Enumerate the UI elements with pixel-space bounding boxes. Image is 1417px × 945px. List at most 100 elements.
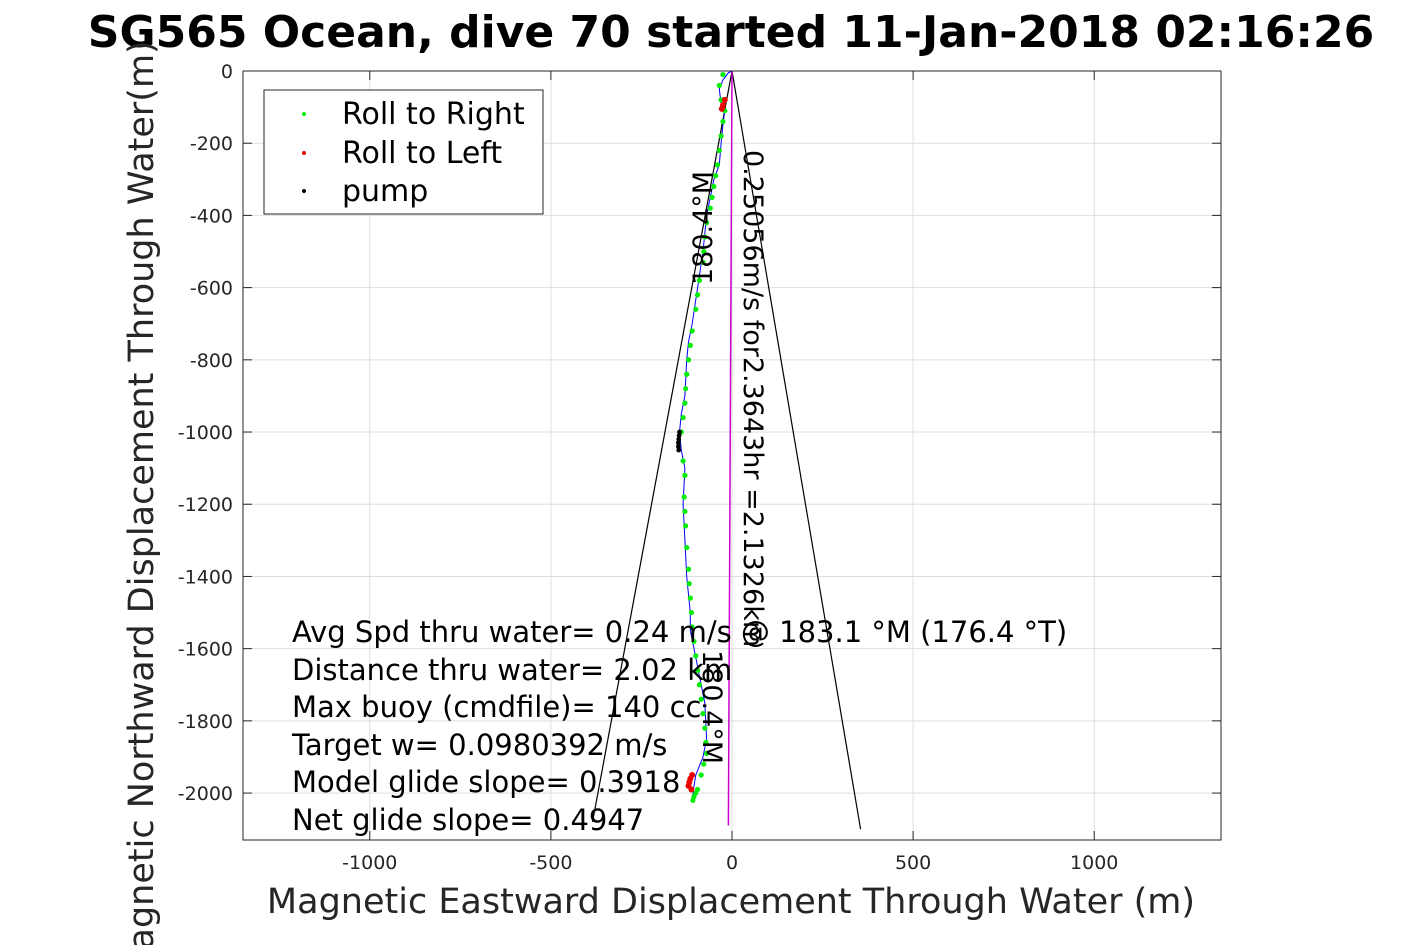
roll-right-point bbox=[690, 797, 696, 803]
roll-left-point bbox=[721, 96, 728, 103]
chart-title: SG565 Ocean, dive 70 started 11-Jan-2018… bbox=[88, 7, 1374, 58]
speed-annotation: 0.25056m/s for2.3643hr =2.1326km bbox=[737, 150, 768, 647]
x-axis-label: Magnetic Eastward Displacement Through W… bbox=[267, 882, 1195, 922]
roll-right-point bbox=[683, 523, 689, 529]
stats-line: Distance thru water= 2.02 km bbox=[292, 653, 732, 687]
legend: Roll to Right Roll to Left pump bbox=[263, 89, 544, 215]
legend-marker-roll-right bbox=[302, 112, 306, 116]
roll-right-point bbox=[687, 595, 693, 601]
roll-right-point bbox=[720, 72, 726, 78]
roll-right-point bbox=[702, 234, 708, 240]
roll-right-point bbox=[684, 371, 690, 377]
stats-line: Target w= 0.0980392 m/s bbox=[291, 728, 667, 762]
stats-line: Net glide slope= 0.4947 bbox=[292, 803, 644, 837]
roll-right-point bbox=[703, 739, 709, 746]
cone-line bbox=[731, 70, 862, 830]
roll-right-point bbox=[698, 772, 704, 778]
x-tick-label: 500 bbox=[895, 852, 931, 874]
roll-right-point bbox=[681, 494, 687, 500]
roll-right-point bbox=[691, 638, 697, 645]
pump-point bbox=[675, 440, 681, 446]
roll-right-point bbox=[700, 259, 706, 265]
tick-labels: -1000 -500 0 500 1000 0 -200 -400 -600 -800 -1000 -… bbox=[178, 61, 1119, 874]
roll-right-point bbox=[714, 162, 721, 168]
y-tick-label: -1000 bbox=[178, 422, 233, 444]
plot-frame bbox=[242, 70, 1222, 841]
roll-right-point bbox=[684, 544, 690, 551]
legend-marker-roll-left bbox=[302, 151, 306, 155]
roll-right-point bbox=[704, 220, 710, 226]
y-tick-label: 0 bbox=[221, 61, 233, 83]
pump-point bbox=[676, 436, 682, 442]
x-tick-label: -1000 bbox=[342, 852, 397, 874]
roll-right-point bbox=[720, 118, 726, 125]
y-tick-label: -1800 bbox=[178, 711, 233, 733]
x-tick-label: -500 bbox=[529, 852, 572, 874]
legend-label-roll-right: Roll to Right bbox=[342, 97, 525, 132]
roll-right-point bbox=[685, 357, 692, 363]
roll-right-point bbox=[707, 205, 713, 211]
stats-block: Avg Spd thru water= 0.24 m/s @ 183.1 °M … bbox=[291, 615, 1067, 837]
roll-right-point bbox=[716, 147, 722, 154]
roll-right-point bbox=[682, 508, 688, 515]
y-tick-label: -800 bbox=[190, 350, 233, 372]
roll-right-point bbox=[694, 667, 701, 673]
roll-right-point bbox=[682, 472, 688, 478]
y-tick-label: -600 bbox=[190, 278, 233, 300]
legend-label-roll-left: Roll to Left bbox=[342, 136, 502, 171]
roll-right-point bbox=[713, 173, 719, 179]
cone-line bbox=[591, 70, 733, 823]
y-tick-label: -1600 bbox=[178, 639, 233, 661]
roll-right-point bbox=[694, 292, 701, 298]
roll-right-point bbox=[686, 581, 692, 587]
stats-line: Model glide slope= 0.3918 bbox=[292, 765, 680, 799]
roll-right-point bbox=[716, 82, 722, 89]
x-tick-label: 1000 bbox=[1070, 852, 1118, 874]
heading-line bbox=[727, 70, 733, 826]
pump-point bbox=[676, 447, 682, 453]
roll-right-point bbox=[688, 609, 695, 616]
pump-point bbox=[676, 433, 682, 439]
roll-right-point bbox=[701, 248, 707, 255]
reference-lines bbox=[591, 70, 862, 830]
roll-right-point bbox=[696, 277, 703, 283]
pump-point bbox=[677, 429, 682, 435]
roll-right-point bbox=[711, 183, 717, 190]
data-points bbox=[675, 72, 728, 803]
stats-line: Avg Spd thru water= 0.24 m/s @ 183.1 °M … bbox=[292, 615, 1067, 649]
heading-annotation-bottom: 180.4°M bbox=[696, 650, 727, 764]
roll-right-point bbox=[683, 386, 689, 392]
y-tick-label: -2000 bbox=[178, 783, 233, 805]
pump-point bbox=[675, 444, 681, 449]
roll-right-point bbox=[709, 194, 715, 200]
roll-right-point bbox=[700, 711, 706, 717]
roll-right-point bbox=[693, 653, 699, 659]
roll-right-point bbox=[704, 750, 710, 756]
stats-line: Max buoy (cmdfile)= 140 cc bbox=[292, 690, 701, 724]
roll-left-point bbox=[688, 786, 695, 793]
y-tick-label: -400 bbox=[190, 205, 233, 227]
roll-right-point bbox=[680, 414, 686, 421]
roll-right-point bbox=[693, 306, 699, 312]
y-tick-label: -1400 bbox=[178, 566, 233, 588]
roll-right-point bbox=[701, 761, 707, 767]
rotated-annotations: 0.25056m/s for2.3643hr =2.1326km 180.4°M… bbox=[688, 150, 768, 764]
roll-right-point bbox=[698, 696, 704, 702]
roll-left-point bbox=[718, 105, 725, 112]
legend-box bbox=[263, 89, 544, 215]
y-tick-label: -1200 bbox=[178, 494, 233, 516]
roll-right-point bbox=[682, 400, 688, 406]
roll-right-point bbox=[689, 624, 695, 630]
legend-marker-pump bbox=[302, 189, 306, 193]
x-tick-label: 0 bbox=[726, 852, 738, 874]
roll-right-point bbox=[689, 328, 695, 334]
y-axis-label: Magnetic Northward Displacement Through … bbox=[122, 40, 162, 945]
legend-label-pump: pump bbox=[342, 174, 428, 209]
roll-right-point bbox=[702, 725, 708, 731]
roll-right-point bbox=[685, 566, 692, 572]
heading-annotation-top: 180.4°M bbox=[688, 171, 719, 285]
roll-right-point bbox=[696, 682, 703, 688]
y-tick-label: -200 bbox=[190, 133, 233, 155]
roll-right-point bbox=[680, 458, 686, 464]
